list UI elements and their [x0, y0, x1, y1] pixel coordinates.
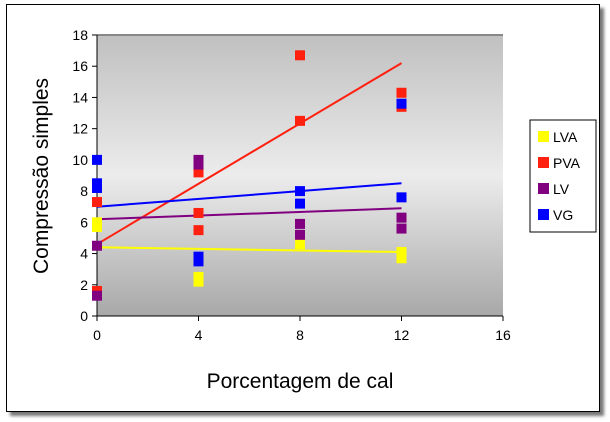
y-tick-label: 18 — [72, 27, 88, 43]
point-vg — [92, 154, 102, 165]
point-lv — [92, 240, 102, 251]
point-lv — [92, 290, 102, 301]
x-tick-label: 8 — [296, 327, 304, 343]
point-lva — [396, 253, 407, 264]
point-lva — [92, 222, 102, 233]
point-pva — [193, 167, 204, 178]
point-pva — [295, 50, 305, 61]
y-axis-label: Compressão simples — [30, 78, 53, 274]
y-tick-label: 14 — [72, 89, 88, 105]
point-pva — [193, 225, 204, 236]
point-lva — [193, 276, 204, 287]
trendline-lv — [96, 207, 402, 221]
point-vg — [396, 98, 407, 109]
trendline-vg — [96, 182, 402, 208]
y-tick-label: 10 — [72, 152, 88, 168]
legend-marker-vg — [538, 209, 549, 220]
point-lv — [193, 159, 204, 170]
point-lv — [396, 212, 407, 223]
y-tick-label: 12 — [72, 121, 88, 137]
legend-label: VG — [553, 207, 573, 223]
point-vg — [193, 256, 204, 267]
point-pva — [92, 197, 102, 208]
point-pva — [193, 207, 204, 218]
plot-area — [97, 35, 503, 316]
y-tick-label: 0 — [80, 308, 88, 324]
legend-label: PVA — [553, 155, 581, 171]
point-pva — [295, 115, 305, 126]
point-lva — [295, 239, 305, 250]
x-axis-label: Porcentagem de cal — [207, 370, 394, 393]
legend-label: LV — [553, 181, 570, 197]
legend-label: LVA — [553, 129, 578, 145]
y-tick-label: 2 — [80, 277, 88, 293]
y-tick-label: 16 — [72, 58, 88, 74]
point-vg — [92, 182, 102, 193]
legend-marker-pva — [538, 157, 549, 168]
point-vg — [396, 192, 407, 203]
x-tick-label: 12 — [394, 327, 410, 343]
y-tick-label: 8 — [80, 183, 88, 199]
legend-marker-lva — [538, 131, 549, 142]
point-vg — [295, 186, 305, 197]
point-lv — [295, 218, 305, 229]
point-pva — [396, 87, 407, 98]
point-lv — [396, 223, 407, 234]
x-tick-label: 4 — [195, 327, 203, 343]
trendline-pva — [96, 62, 403, 246]
x-tick-label: 16 — [495, 327, 511, 343]
y-tick-label: 4 — [80, 246, 88, 262]
y-tick-label: 6 — [80, 214, 88, 230]
x-tick-label: 0 — [93, 327, 101, 343]
point-lv — [295, 229, 305, 240]
legend-marker-lv — [538, 183, 549, 194]
point-vg — [295, 198, 305, 209]
trendline-lva — [96, 246, 402, 253]
point-lva — [396, 246, 407, 257]
